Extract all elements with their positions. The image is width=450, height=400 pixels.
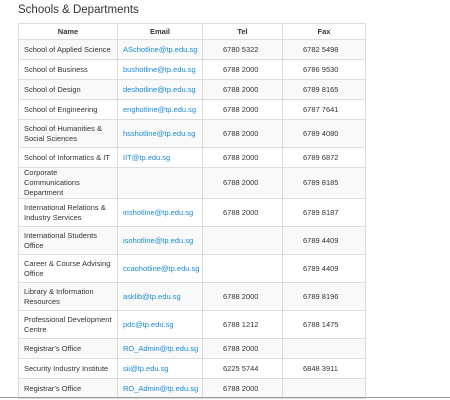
email-link[interactable]: irishotline@tp.edu.sg	[117, 198, 203, 227]
table-row: School of Informatics & IT IIT@tp.edu.sg 6…	[18, 147, 366, 168]
tel: 6788 2000	[202, 59, 283, 80]
tel: 6788 2000	[202, 282, 283, 311]
tel: 6788 2000	[202, 119, 283, 148]
dept-name: School of Business	[18, 59, 118, 80]
table-row: School of Engineering enghotline@tp.edu.s…	[18, 99, 366, 120]
email-link[interactable]: asklib@tp.edu.sg	[117, 282, 203, 311]
table-row: Registrar's Office RO_Admin@tp.edu.sg 6788…	[18, 338, 366, 359]
table-body: School of Applied Science ASchotline@tp.e…	[18, 39, 366, 399]
fax: 6789 6872	[282, 147, 366, 168]
window-edge	[0, 397, 450, 398]
tel: 6788 2000	[202, 99, 283, 120]
dept-name: Career & Course Advising Office	[18, 254, 118, 283]
dept-name: School of Applied Science	[18, 39, 118, 60]
tel: 6780 5322	[202, 39, 283, 60]
email-link[interactable]: isohotline@tp.edu.sg	[117, 226, 203, 255]
email-link[interactable]: pdc@tp.edu.sg	[117, 310, 203, 339]
email-link[interactable]: ccaohotline@tp.edu.sg	[117, 254, 203, 283]
fax	[282, 378, 366, 399]
table-row: Professional Development Centre pdc@tp.ed…	[18, 310, 366, 339]
tel: 6788 2000	[202, 167, 283, 199]
dept-name: International Students Office	[18, 226, 118, 255]
dept-name: International Relations & Industry Servi…	[18, 198, 118, 227]
table-row: School of Applied Science ASchotline@tp.e…	[18, 39, 366, 60]
column-header: Tel	[202, 23, 283, 40]
fax: 6789 8196	[282, 282, 366, 311]
table-row: Security Industry Institute sii@tp.edu.sg…	[18, 358, 366, 379]
email-link[interactable]: hsshotline@tp.edu.sg	[117, 119, 203, 148]
table-row: School of Business bushotline@tp.edu.sg 67…	[18, 59, 366, 80]
email-link[interactable]: sii@tp.edu.sg	[117, 358, 203, 379]
table-row: International Students Office isohotline@…	[18, 226, 366, 255]
email-link[interactable]: IIT@tp.edu.sg	[117, 147, 203, 168]
fax: 6789 8185	[282, 167, 366, 199]
column-header: Name	[18, 23, 118, 40]
email-link[interactable]: deshotline@tp.edu.sg	[117, 79, 203, 100]
table-row: Library & Information Resources asklib@tp…	[18, 282, 366, 311]
dept-name: Security Industry Institute	[18, 358, 118, 379]
fax: 6789 8187	[282, 198, 366, 227]
table-row: Corporate Communications Department 6788 …	[18, 167, 366, 199]
departments-table: Name Email Tel Fax School of Applied Scienc…	[18, 23, 366, 399]
tel	[202, 226, 283, 255]
fax: 6789 4409	[282, 226, 366, 255]
email-link[interactable]: ASchotline@tp.edu.sg	[117, 39, 203, 60]
table-row: School of Design deshotline@tp.edu.sg 6788…	[18, 79, 366, 100]
fax: 6789 8165	[282, 79, 366, 100]
tel	[202, 254, 283, 283]
dept-name: School of Engineering	[18, 99, 118, 120]
dept-name: Library & Information Resources	[18, 282, 118, 311]
table-row: Career & Course Advising Office ccaohotli…	[18, 254, 366, 283]
dept-name: School of Informatics & IT	[18, 147, 118, 168]
email-link[interactable]: RO_Admin@tp.edu.sg	[117, 338, 203, 359]
dept-name: Professional Development Centre	[18, 310, 118, 339]
email-link[interactable]: bushotline@tp.edu.sg	[117, 59, 203, 80]
email-link[interactable]: enghotline@tp.edu.sg	[117, 99, 203, 120]
tel: 6788 2000	[202, 378, 283, 399]
tel: 6788 2000	[202, 147, 283, 168]
fax: 6848 3911	[282, 358, 366, 379]
tel: 6788 2000	[202, 338, 283, 359]
fax: 6789 4080	[282, 119, 366, 148]
email-link	[117, 167, 203, 199]
dept-name: School of Humanities & Social Sciences	[18, 119, 118, 148]
table-row: International Relations & Industry Servi…	[18, 198, 366, 227]
column-header: Email	[117, 23, 203, 40]
tel: 6225 5744	[202, 358, 283, 379]
fax: 6789 4409	[282, 254, 366, 283]
tel: 6788 2000	[202, 198, 283, 227]
fax: 6788 1475	[282, 310, 366, 339]
tel: 6788 2000	[202, 79, 283, 100]
email-link[interactable]: RO_Admin@tp.edu.sg	[117, 378, 203, 399]
fax: 6782 5498	[282, 39, 366, 60]
dept-name: School of Design	[18, 79, 118, 100]
dept-name: Corporate Communications Department	[18, 167, 118, 199]
table-row: School of Humanities & Social Sciences hs…	[18, 119, 366, 148]
table-row: Registrar's Office RO_Admin@tp.edu.sg 6788…	[18, 378, 366, 399]
fax: 6787 7641	[282, 99, 366, 120]
tel: 6788 1212	[202, 310, 283, 339]
fax	[282, 338, 366, 359]
dept-name: Registrar's Office	[18, 378, 118, 399]
header-row: Name Email Tel Fax	[18, 23, 366, 40]
dept-name: Registrar's Office	[18, 338, 118, 359]
section-title: Schools & Departments	[18, 4, 139, 16]
column-header: Fax	[282, 23, 366, 40]
fax: 6786 9530	[282, 59, 366, 80]
